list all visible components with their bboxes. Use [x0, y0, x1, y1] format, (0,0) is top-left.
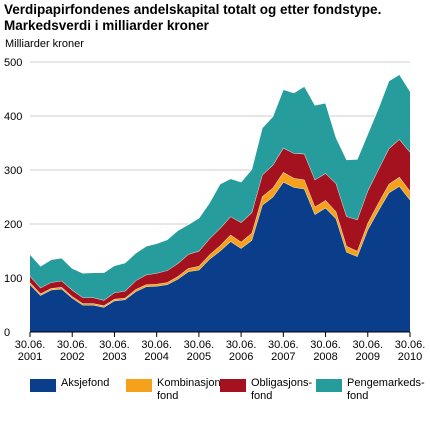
x-tick-label: 30.06. 2010	[395, 339, 426, 363]
x-tick-label: 30.06. 2008	[310, 339, 341, 363]
x-tick-label: 30.06. 2004	[141, 339, 172, 363]
x-tick-label: 30.06. 2009	[352, 339, 383, 363]
area-pengemarkedsfond	[30, 74, 410, 301]
area-series	[29, 73, 411, 332]
area-kombinasjonsfond	[30, 172, 410, 308]
y-tick-label: 100	[4, 273, 22, 285]
y-tick-label: 400	[4, 111, 22, 123]
legend-label-kombinasjonsfond: Kombinasjons-fond	[157, 377, 230, 402]
y-tick-label: 0	[4, 327, 10, 339]
x-tick-label: 30.06. 2002	[57, 339, 88, 363]
legend-label-obligasjonsfond: Obligasjons-fond	[251, 377, 313, 402]
legend-swatch-kombinasjonsfond	[126, 379, 152, 392]
chart-title: Verdipapirfondenes andelskapital totalt …	[4, 2, 428, 34]
x-tick-label: 30.06. 2007	[268, 339, 299, 363]
x-tick-label: 30.06. 2005	[184, 339, 215, 363]
x-tick-label: 30.06. 2001	[15, 339, 46, 363]
chart-title-line-2: Markedsverdi i milliarder kroner	[4, 18, 209, 33]
legend: Aksjefond Kombinasjons-fond Obligasjons-…	[0, 377, 430, 425]
legend-label-aksjefond: Aksjefond	[61, 377, 110, 389]
legend-label-pengemarkedsfond: Pengemarkeds-fond	[347, 377, 425, 402]
legend-swatch-obligasjonsfond	[220, 379, 246, 392]
y-tick-label: 200	[4, 219, 22, 231]
legend-swatch-aksjefond	[30, 379, 56, 392]
y-tick-label: 300	[4, 165, 22, 177]
y-tick-label: 500	[4, 57, 22, 69]
axes: 0 100 200 300 400 500 30.06. 2001 30.06. 2002 30.0…	[4, 57, 425, 363]
area-aksjefond	[30, 181, 410, 332]
x-tick-label: 30.06. 2006	[226, 339, 257, 363]
area-edge-pengemarkedsfond	[29, 73, 411, 274]
chart-title-line-1: Verdipapirfondenes andelskapital totalt …	[4, 2, 382, 17]
stacked-area-chart: 0 100 200 300 400 500 30.06. 2001 30.06. 2002 30.0…	[4, 57, 425, 363]
y-axis-label: Milliarder kroner	[5, 38, 84, 50]
legend-swatch-pengemarkedsfond	[316, 379, 342, 392]
x-tick-label: 30.06. 2003	[99, 339, 130, 363]
area-obligasjonsfond	[30, 139, 410, 306]
